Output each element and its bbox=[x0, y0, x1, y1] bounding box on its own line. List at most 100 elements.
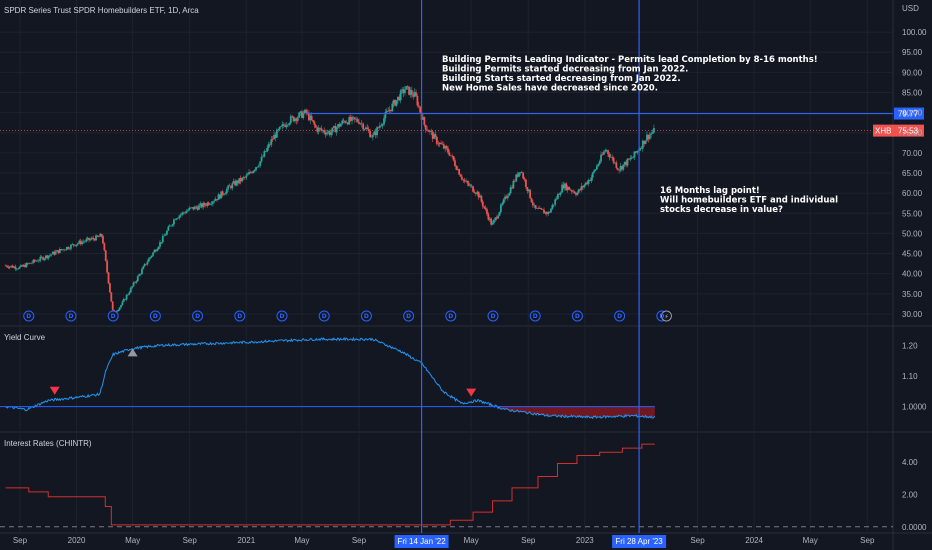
dividend-marker-label: D bbox=[659, 313, 664, 320]
candle-body bbox=[395, 100, 398, 106]
annotation-2-line: 16 Months lag point! bbox=[660, 186, 760, 196]
candle-body bbox=[4, 265, 7, 267]
candle-body bbox=[490, 218, 493, 225]
candle-body bbox=[328, 131, 331, 136]
price-tick-label: 95.00 bbox=[902, 48, 923, 57]
candle-body bbox=[213, 200, 216, 202]
candle-body bbox=[394, 100, 397, 106]
candle-body bbox=[256, 166, 259, 168]
annotation-2-line: Will homebuilders ETF and individual bbox=[660, 196, 838, 206]
candle-body bbox=[437, 143, 440, 145]
candle-body bbox=[484, 207, 487, 210]
candle-body bbox=[121, 301, 124, 306]
candle-body bbox=[494, 217, 497, 220]
candle-body bbox=[398, 96, 401, 101]
dividend-marker-label: D bbox=[153, 313, 158, 320]
candle-body bbox=[115, 311, 118, 313]
candle-body bbox=[554, 199, 557, 205]
candle-body bbox=[587, 180, 590, 184]
candle-body bbox=[106, 260, 109, 273]
candle-body bbox=[198, 205, 200, 210]
candle-body bbox=[445, 146, 448, 149]
candle-body bbox=[110, 292, 113, 302]
candle-body bbox=[199, 203, 202, 206]
split-marker bbox=[660, 310, 672, 322]
candle-body bbox=[163, 235, 166, 237]
candle-body bbox=[241, 177, 243, 182]
candle-body bbox=[235, 180, 238, 186]
candle-body bbox=[274, 134, 277, 138]
candle-body bbox=[32, 259, 35, 263]
dividend-marker bbox=[614, 310, 626, 322]
candle-body bbox=[72, 244, 75, 246]
candle-body bbox=[278, 126, 281, 130]
candle-body bbox=[608, 153, 611, 158]
candle-body bbox=[93, 238, 96, 241]
candle-body bbox=[467, 183, 470, 186]
candle-body bbox=[177, 217, 179, 219]
candle-body bbox=[534, 205, 537, 209]
candle-body bbox=[74, 245, 77, 247]
candle-body bbox=[648, 134, 651, 140]
candle-body bbox=[474, 193, 477, 194]
candle-body bbox=[237, 180, 239, 184]
candle-body bbox=[255, 167, 257, 170]
ticker-badge bbox=[873, 124, 894, 137]
candle-body bbox=[171, 224, 174, 226]
candle-body bbox=[495, 217, 498, 219]
dividend-marker bbox=[23, 310, 35, 322]
dividend-marker bbox=[107, 310, 119, 322]
candle-body bbox=[633, 151, 636, 158]
candle-body bbox=[469, 185, 472, 187]
candle-body bbox=[376, 127, 378, 136]
candle-body bbox=[33, 259, 36, 262]
candle-body bbox=[646, 134, 648, 141]
candle-body bbox=[102, 236, 104, 244]
candle-body bbox=[365, 127, 367, 130]
annotation-1-line: Building Permits started decreasing from… bbox=[442, 65, 688, 75]
candle-body bbox=[383, 118, 385, 125]
candle-body bbox=[8, 266, 11, 268]
price-tick-label: 100.00 bbox=[902, 28, 927, 37]
inversion-fill bbox=[494, 406, 655, 419]
candle-body bbox=[462, 179, 465, 181]
candle-body bbox=[356, 119, 359, 122]
candle-body bbox=[417, 105, 420, 107]
candle-body bbox=[373, 131, 376, 136]
candle-body bbox=[50, 254, 53, 255]
candle-body bbox=[604, 150, 607, 152]
dividend-marker bbox=[318, 310, 330, 322]
candle-body bbox=[138, 274, 141, 277]
candle-body bbox=[612, 157, 615, 163]
candle-body bbox=[220, 191, 223, 199]
candle-body bbox=[120, 305, 122, 308]
candle-body bbox=[122, 298, 125, 302]
candle-body bbox=[384, 112, 387, 119]
candle-body bbox=[499, 204, 502, 212]
candle-body bbox=[431, 131, 434, 139]
dividend-marker bbox=[571, 310, 583, 322]
candle-body bbox=[415, 92, 417, 96]
x-tick-label: 2023 bbox=[576, 536, 594, 545]
candle-body bbox=[392, 100, 395, 104]
candle-body bbox=[99, 233, 102, 237]
candle-body bbox=[454, 160, 456, 166]
candle-body bbox=[277, 129, 280, 131]
candle-body bbox=[537, 208, 540, 209]
candle-body bbox=[64, 249, 67, 251]
highlighted-date-label: Fri 14 Jan '22 bbox=[397, 537, 446, 546]
candle-body bbox=[125, 295, 128, 300]
candle-body bbox=[257, 165, 260, 167]
candle-body bbox=[175, 218, 178, 220]
ticker-label: XHB bbox=[875, 127, 891, 136]
candle-body bbox=[6, 265, 8, 267]
candle-body bbox=[243, 177, 246, 178]
dividend-marker bbox=[445, 310, 457, 322]
candle-body bbox=[10, 265, 13, 267]
candle-body bbox=[477, 191, 480, 198]
candle-body bbox=[38, 260, 40, 262]
candle-body bbox=[337, 124, 339, 128]
candle-body bbox=[35, 260, 38, 262]
buy-marker bbox=[127, 348, 138, 357]
candle-body bbox=[173, 219, 175, 225]
